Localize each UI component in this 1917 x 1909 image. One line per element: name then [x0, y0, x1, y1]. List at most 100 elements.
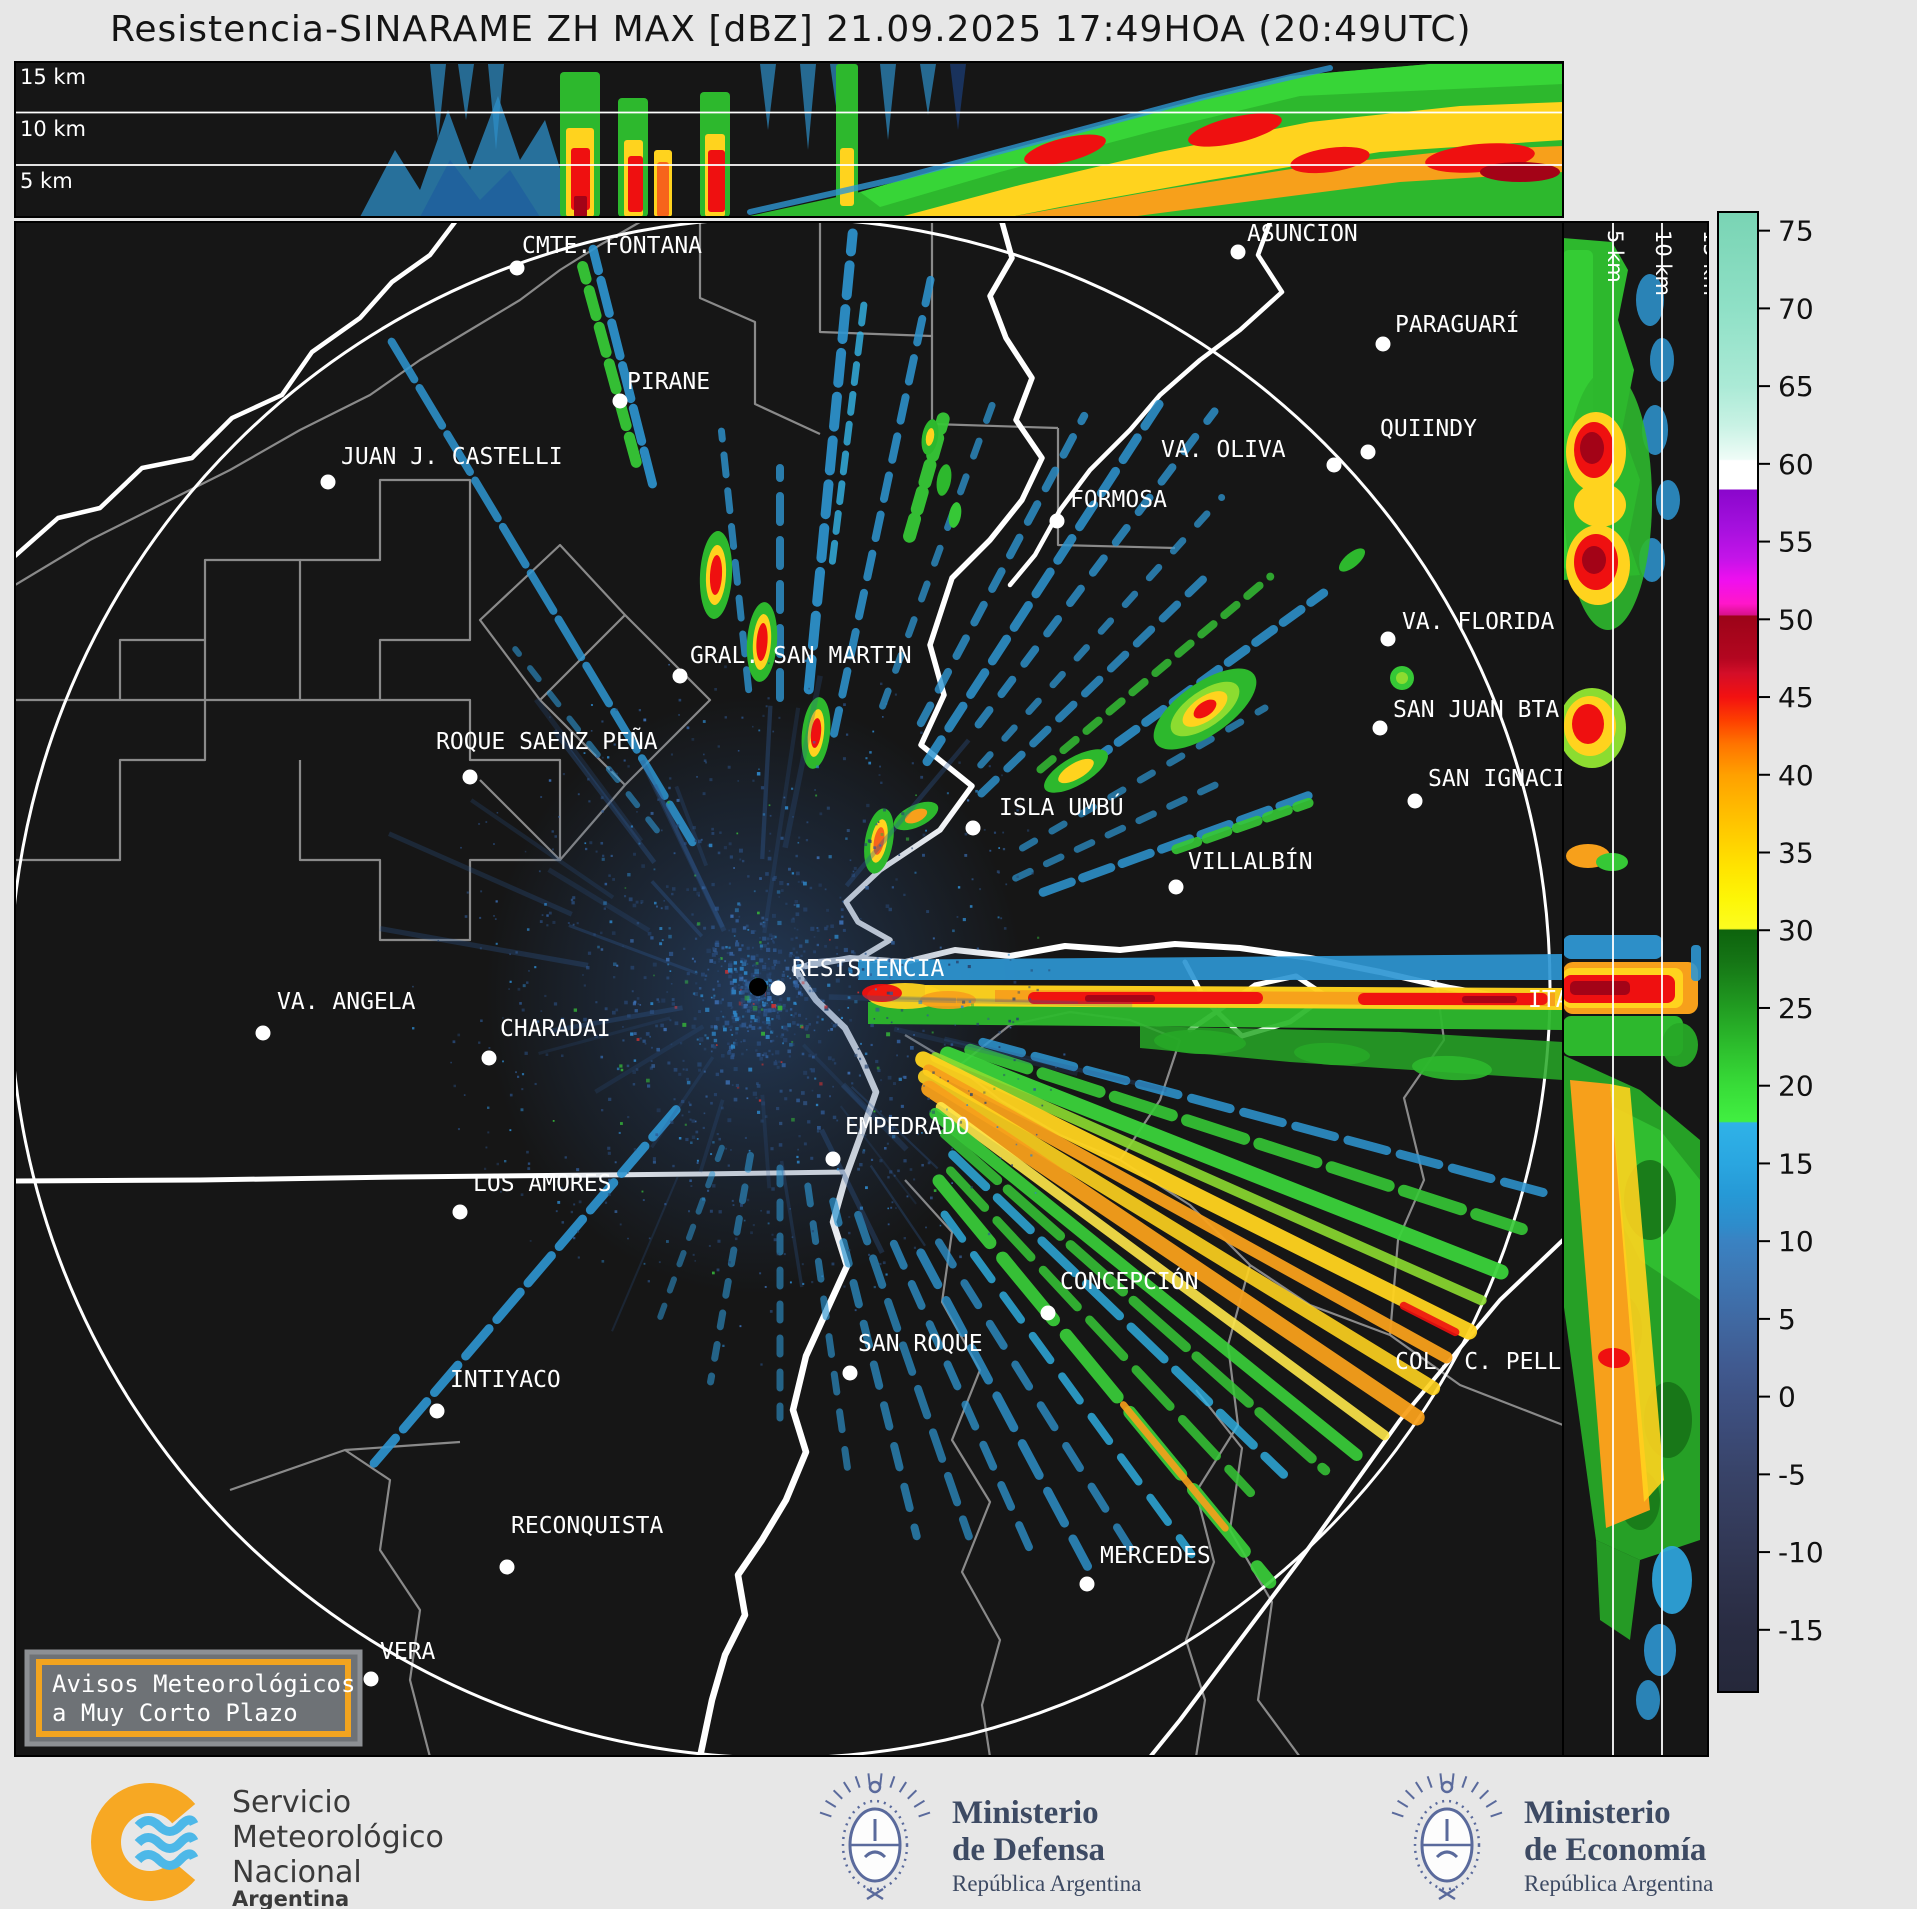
city-marker-va-oliva: VA. OLIVA — [1161, 437, 1342, 473]
clutter-pixel — [769, 1310, 773, 1313]
echo-shape — [1412, 1055, 1492, 1081]
clutter-pixel — [767, 1222, 770, 1225]
clutter-pixel — [767, 697, 770, 700]
clutter-pixel — [735, 919, 739, 923]
clutter-pixel — [766, 1003, 770, 1007]
clutter-pixel — [870, 1023, 874, 1028]
clutter-pixel — [742, 981, 746, 985]
clutter-pixel — [643, 718, 647, 722]
radar-spoke — [889, 1239, 1037, 1559]
clutter-pixel — [766, 1019, 771, 1025]
clutter-pixel — [649, 1009, 655, 1015]
clutter-pixel — [744, 995, 750, 1001]
city-marker-empedrado: EMPEDRADO — [825, 1114, 970, 1167]
clutter-pixel — [613, 962, 617, 966]
clutter-pixel — [792, 954, 795, 957]
clutter-pixel — [739, 858, 742, 861]
clutter-streak — [956, 997, 1133, 1008]
clutter-pixel — [846, 829, 850, 833]
clutter-pixel — [756, 1001, 761, 1005]
clutter-pixel — [737, 780, 740, 782]
clutter-pixel — [714, 687, 717, 691]
clutter-pixel — [595, 1001, 598, 1004]
clutter-pixel — [708, 843, 713, 848]
clutter-pixel — [761, 1063, 764, 1066]
clutter-pixel — [776, 890, 781, 894]
clutter-pixel — [694, 937, 698, 940]
clutter-pixel — [599, 931, 603, 935]
clutter-pixel — [701, 972, 705, 977]
clutter-pixel — [611, 1010, 616, 1015]
city-marker-isla-umb-: ISLA UMBÚ — [965, 793, 1124, 836]
clutter-pixel — [958, 761, 961, 764]
city-label: SAN ROQUE — [858, 1331, 983, 1357]
clutter-pixel — [619, 1122, 623, 1125]
clutter-pixel — [747, 928, 750, 931]
clutter-pixel — [548, 743, 551, 746]
clutter-pixel — [834, 1023, 838, 1027]
clutter-pixel — [759, 941, 762, 944]
clutter-pixel — [540, 796, 543, 798]
clutter-pixel — [879, 1159, 883, 1163]
clutter-pixel — [866, 803, 870, 808]
echo-shape — [1294, 1042, 1370, 1066]
clutter-pixel — [763, 997, 766, 1000]
clutter-pixel — [905, 837, 910, 841]
clutter-pixel — [636, 997, 640, 1000]
arms-sun-ray — [1479, 1789, 1490, 1800]
clutter-pixel — [806, 821, 809, 824]
echo-shape — [571, 148, 590, 210]
clutter-pixel — [608, 1097, 612, 1101]
smn-wave-icon — [134, 1815, 199, 1836]
clutter-pixel — [815, 1053, 818, 1056]
clutter-pixel — [678, 698, 682, 702]
clutter-pixel — [582, 974, 584, 976]
city-marker-asunci-n: ASUNCIÓN — [1230, 222, 1358, 260]
clutter-pixel — [750, 1014, 755, 1020]
clutter-pixel — [888, 976, 892, 979]
clutter-pixel — [760, 1008, 764, 1011]
clutter-pixel — [595, 850, 598, 853]
clutter-pixel — [509, 980, 512, 983]
clutter-pixel — [655, 905, 658, 908]
clutter-pixel — [668, 663, 670, 666]
clutter-pixel — [643, 976, 647, 980]
clutter-pixel — [900, 1009, 904, 1012]
city-label: CMTE. FONTANA — [522, 233, 702, 259]
clutter-pixel — [796, 1098, 800, 1103]
clutter-pixel — [812, 987, 817, 993]
clutter-pixel — [604, 1007, 608, 1011]
clutter-pixel — [652, 962, 657, 967]
clutter-pixel — [771, 1053, 774, 1056]
warning-box[interactable]: Avisos Meteorológicos a Muy Corto Plazo — [24, 1649, 363, 1747]
clutter-pixel — [746, 1198, 750, 1202]
clutter-pixel — [673, 1098, 676, 1101]
page-title: Resistencia-SINARAME ZH MAX [dBZ] 21.09.… — [110, 9, 1472, 50]
economia-line3: República Argentina — [1524, 1871, 1713, 1896]
clutter-streak — [779, 1160, 804, 1288]
footer-logos: Servicio Meteorológico Nacional Argentin… — [91, 1773, 1713, 1909]
clutter-pixel — [777, 920, 782, 926]
clutter-pixel — [756, 1052, 761, 1057]
clutter-pixel — [987, 1017, 990, 1020]
clutter-pixel — [534, 1082, 537, 1086]
clutter-pixel — [789, 1281, 792, 1284]
colorbar-tick-label: -10 — [1778, 1536, 1824, 1569]
clutter-pixel — [1003, 1073, 1006, 1077]
clutter-pixel — [453, 1084, 456, 1088]
storm-cell — [1338, 548, 1366, 572]
clutter-pixel — [669, 970, 672, 973]
clutter-pixel — [877, 821, 880, 823]
clutter-pixel — [704, 978, 707, 981]
clutter-pixel — [720, 1053, 725, 1058]
clutter-pixel — [815, 1103, 819, 1107]
clutter-pixel — [750, 1009, 753, 1012]
clutter-pixel — [551, 830, 554, 833]
clutter-pixel — [798, 1134, 801, 1138]
radar-spoke — [1119, 1401, 1229, 1532]
clutter-pixel — [803, 950, 806, 953]
clutter-pixel — [412, 1027, 415, 1030]
clutter-pixel — [969, 905, 973, 908]
clutter-pixel — [892, 1134, 896, 1139]
